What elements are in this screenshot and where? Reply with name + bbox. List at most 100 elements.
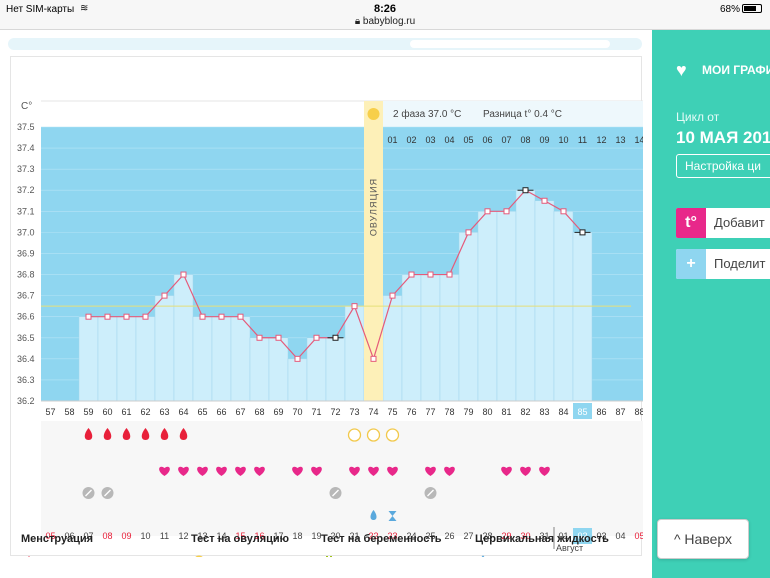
cycle-day-label: 61	[121, 407, 131, 417]
heart-icon	[501, 466, 512, 476]
temperature-point	[218, 313, 225, 320]
phase2-header	[383, 101, 649, 127]
legend-title: Тест на беременность	[321, 533, 442, 545]
pregnancy-positive-icon	[330, 556, 332, 566]
cycle-day-label: 81	[501, 407, 511, 417]
cycle-day-label: 76	[406, 407, 416, 417]
cervical-creamy-icon	[388, 511, 397, 521]
temperature-bar	[325, 337, 346, 402]
chart-card: C° 2 фаза 37.0 °C Разница t° 0.4 °C 01 02 03 0…	[10, 56, 649, 578]
ios-status-bar: Нет SIM-карты ≋ 8:26 🔒︎ babyblog.ru 68%	[0, 0, 770, 30]
calendar-date-label: 26	[444, 531, 454, 541]
horizontal-scrollbar[interactable]	[8, 38, 642, 50]
temperature-bar	[173, 274, 194, 402]
heart-icon	[178, 466, 189, 476]
phase2-day-label: 05	[463, 135, 473, 145]
temperature-bar	[154, 295, 175, 402]
cycle-day-label: 71	[311, 407, 321, 417]
carrier-label: Нет SIM-карты	[6, 4, 75, 15]
temperature-point	[427, 271, 434, 278]
temperature-bar	[116, 316, 137, 402]
cycle-day-label: 78	[444, 407, 454, 417]
cycle-day-label: 68	[254, 407, 264, 417]
today-date-highlight	[573, 528, 592, 544]
scrollbar-thumb[interactable]	[410, 40, 610, 48]
calendar-date-label: 21	[349, 531, 359, 541]
cycle-day-label: 72	[330, 407, 340, 417]
ovulation-test-negative-icon	[347, 428, 362, 442]
cycle-day-label: 77	[425, 407, 435, 417]
temperature-point	[560, 208, 567, 215]
calendar-date-label: 02	[577, 531, 587, 541]
y-tick-label: 37.4	[17, 143, 35, 153]
calendar-date-label: 28	[482, 531, 492, 541]
cycle-day-label: 87	[615, 407, 625, 417]
calendar-date-label: 01	[558, 531, 568, 541]
temperature-point	[389, 292, 396, 299]
calendar-date-label: 12	[178, 531, 188, 541]
calendar-date-label: 24	[406, 531, 416, 541]
month-label: Август	[556, 543, 583, 553]
scroll-to-top-button[interactable]: ^ Наверх	[657, 519, 749, 559]
temperature-point	[484, 208, 491, 215]
heart-icon	[539, 466, 550, 476]
calendar-date-label: 08	[102, 531, 112, 541]
temperature-point	[446, 271, 453, 278]
heart-icon	[311, 466, 322, 476]
phase2-day-label: 12	[596, 135, 606, 145]
heart-icon: ♥	[676, 60, 687, 80]
calendar-date-label: 22	[368, 531, 378, 541]
cycle-day-label: 65	[197, 407, 207, 417]
calendar-date-label: 05	[634, 531, 643, 541]
phase2-day-label: 03	[425, 135, 435, 145]
y-tick-label: 36.3	[17, 375, 35, 385]
temperature-bar	[534, 200, 555, 402]
no-protection-slash	[427, 489, 434, 497]
ovulation-test-positive-icon	[193, 555, 205, 567]
cycle-day-label: 82	[520, 407, 530, 417]
temperature-point	[332, 334, 339, 341]
temperature-point	[199, 313, 206, 320]
legend-title: Менструация	[21, 533, 93, 545]
calendar-date-label: 03	[596, 531, 606, 541]
temperature-bar	[439, 274, 460, 402]
calendar-date-label: 17	[273, 531, 283, 541]
y-tick-label: 36.7	[17, 291, 35, 301]
menstruation-drop-icon	[84, 428, 93, 440]
cycle-day-label: 67	[235, 407, 245, 417]
cycle-day-label: 79	[463, 407, 473, 417]
address-bar[interactable]: 🔒︎ babyblog.ru	[0, 16, 770, 27]
add-temperature-label: Добавит	[714, 215, 765, 230]
temperature-bar	[420, 274, 441, 402]
menstruation-drop-icon	[160, 428, 169, 440]
cycle-day-label: 85	[577, 407, 587, 417]
cycle-day-label: 62	[140, 407, 150, 417]
calendar-date-label: 29	[501, 531, 511, 541]
cycle-day-label: 73	[349, 407, 359, 417]
y-tick-label: 36.5	[17, 333, 35, 343]
cycle-settings-button[interactable]: Настройка ци	[676, 154, 770, 178]
temperature-bar	[306, 337, 327, 402]
phase2-day-label: 08	[520, 135, 530, 145]
cycle-day-label: 58	[64, 407, 74, 417]
no-protection-slash	[85, 489, 92, 497]
temperature-point	[123, 313, 130, 320]
temperature-point	[161, 292, 168, 299]
phase2-day-label: 14	[634, 135, 643, 145]
temp-diff-label: Разница t° 0.4 °C	[483, 109, 562, 120]
calendar-date-label: 25	[425, 531, 435, 541]
share-button[interactable]: + Поделит	[676, 249, 770, 279]
my-charts-title[interactable]: МОИ ГРАФИ	[702, 63, 770, 77]
add-temperature-button[interactable]: t° Добавит	[676, 208, 770, 238]
temperature-bar	[458, 232, 479, 402]
cycle-day-label: 70	[292, 407, 302, 417]
ovulation-test-negative-icon	[385, 428, 400, 442]
heart-icon	[387, 466, 398, 476]
temperature-point	[142, 313, 149, 320]
calendar-date-label: 31	[539, 531, 549, 541]
heart-icon	[368, 466, 379, 476]
temperature-point	[503, 208, 510, 215]
clock: 8:26	[373, 3, 397, 15]
cycle-day-label: 86	[596, 407, 606, 417]
y-tick-label: 37.0	[17, 227, 35, 237]
